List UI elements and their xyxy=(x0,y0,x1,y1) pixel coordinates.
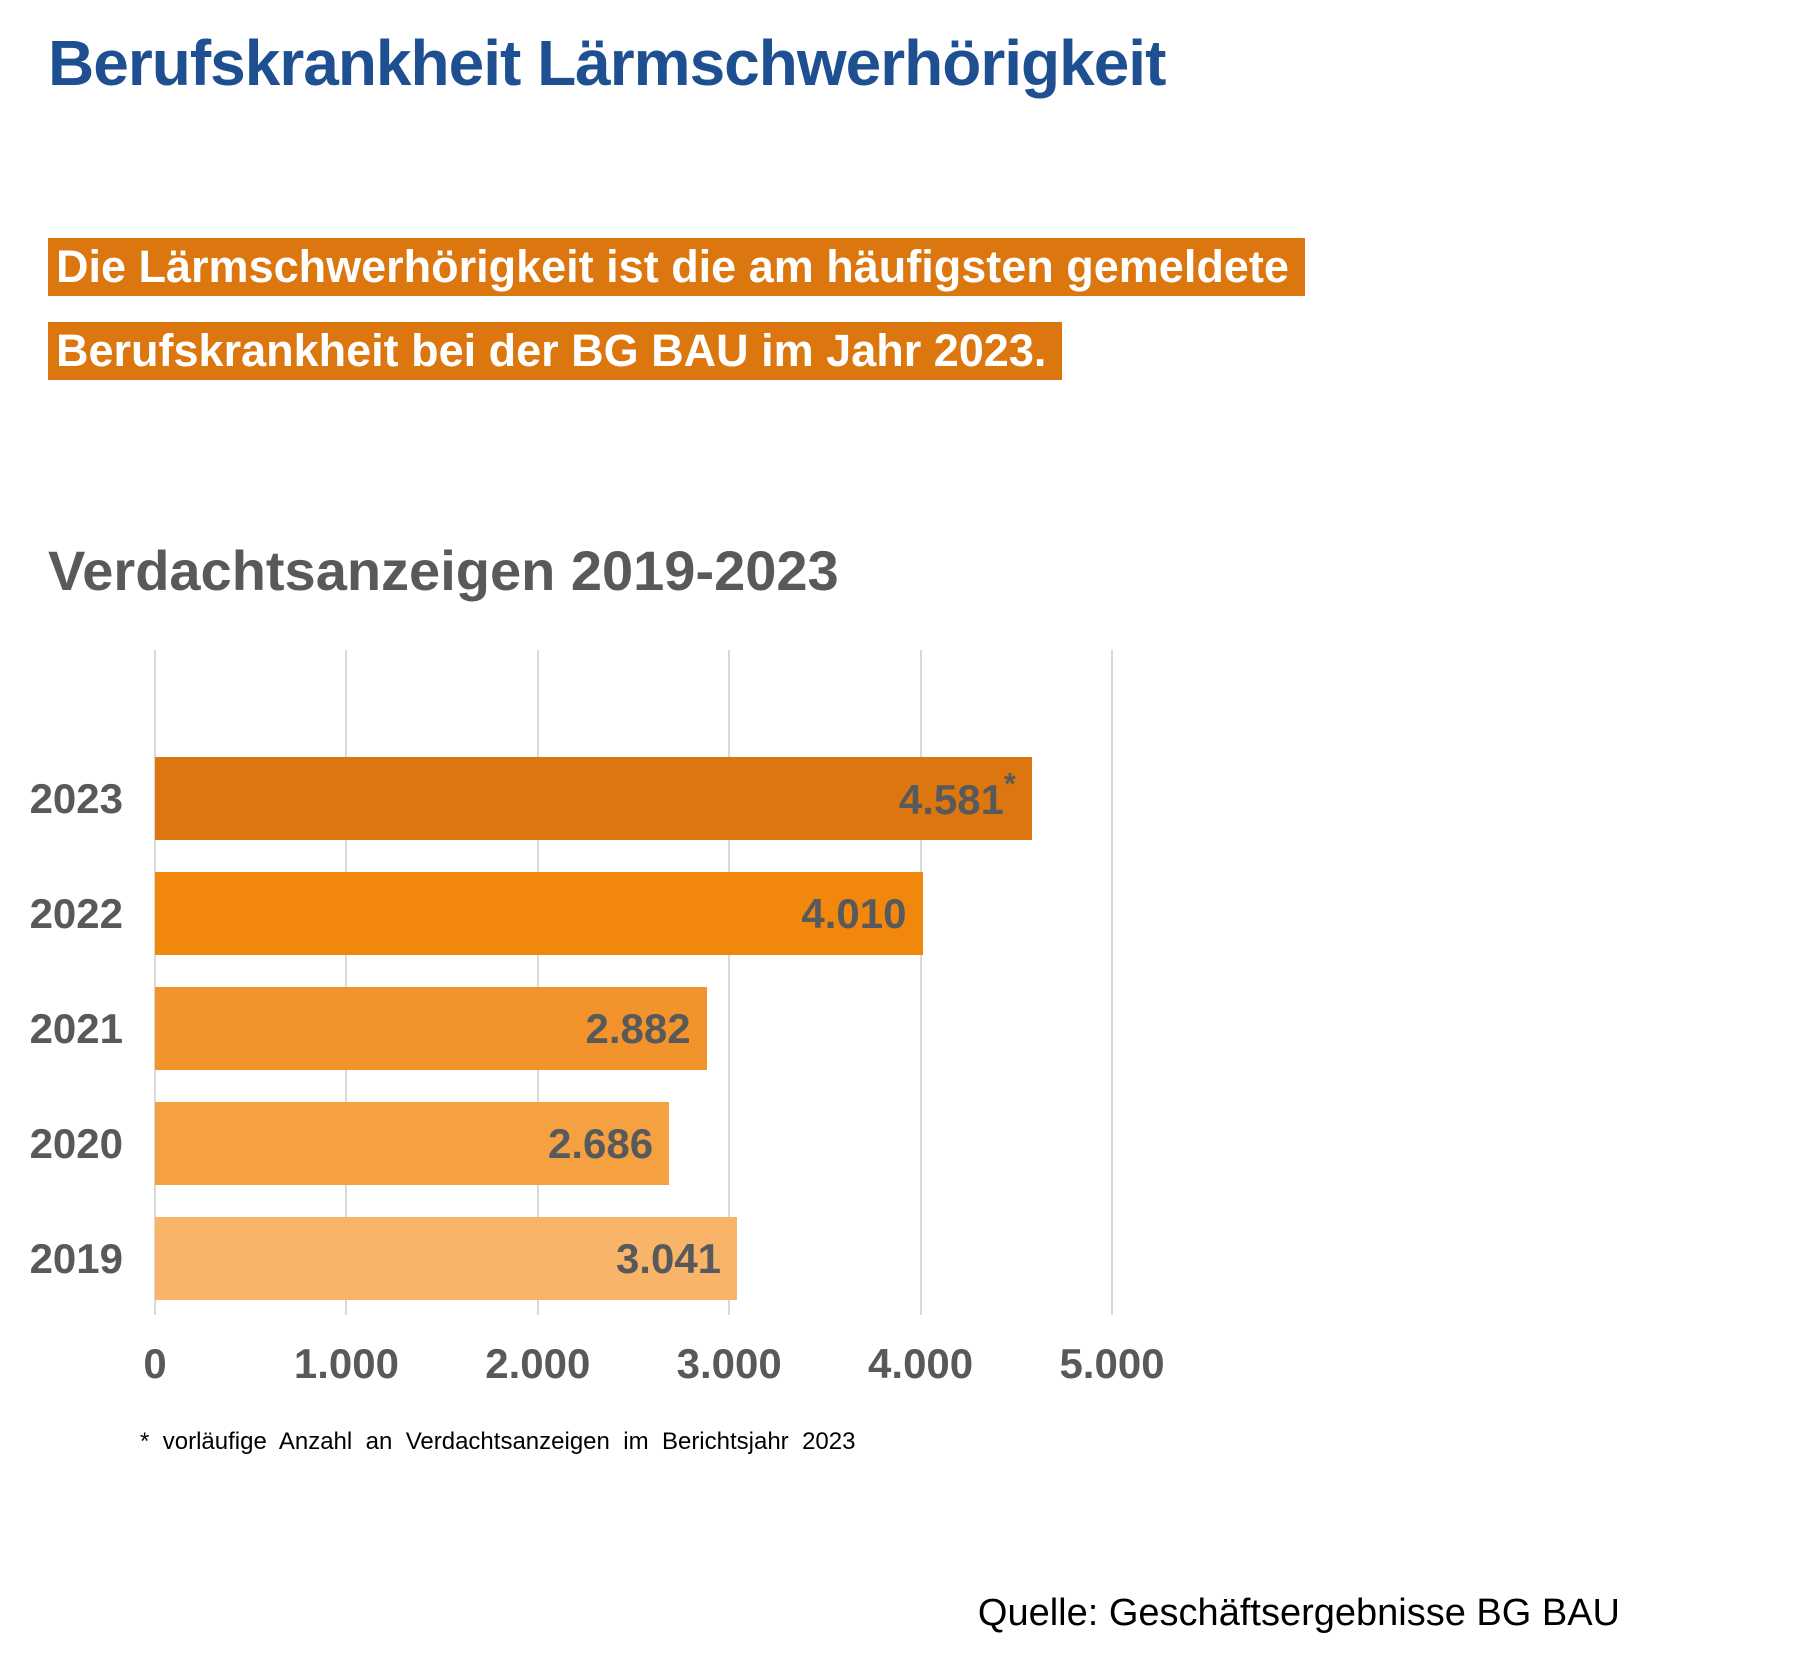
gridline-2 xyxy=(536,650,539,1315)
bar-chart: 0 1.000 2.000 3.000 4.000 5.000 2023 4.581* 2022… xyxy=(30,650,1165,1387)
asterisk-marker: * xyxy=(1004,768,1016,802)
intro-highlight-line-1: Die Lärmschwerhörigkeit ist die am häufi… xyxy=(48,238,1305,296)
year-label-2022: 2022 xyxy=(29,890,123,937)
year-label-2020: 2020 xyxy=(29,1120,123,1167)
gridline-1 xyxy=(345,650,348,1315)
gridline-5 xyxy=(1111,650,1113,1315)
intro-statement: Die Lärmschwerhörigkeit ist die am häufi… xyxy=(48,238,1305,406)
x-tick-label-3: 3.000 xyxy=(676,1340,782,1387)
year-label-2021: 2021 xyxy=(29,1005,123,1052)
source-caption: Quelle: Geschäftsergebnisse BG BAU xyxy=(977,1592,1620,1634)
bar-2019: 3.041 xyxy=(155,1217,738,1300)
gridline-0 xyxy=(154,650,156,1315)
bar-value-label-2020: 2.686 xyxy=(547,1119,654,1167)
page-title: Berufskrankheit Lärmschwerhörigkeit xyxy=(48,27,1166,99)
x-tick-label-1: 1.000 xyxy=(293,1340,399,1387)
bar-2020: 2.686 xyxy=(155,1102,670,1185)
bar-2021: 2.882 xyxy=(155,987,707,1070)
bar-value-label-2022: 4.010 xyxy=(801,889,907,937)
bar-2023: 4.581* xyxy=(155,757,1032,840)
gridline-3 xyxy=(728,650,731,1315)
bar-value-label-2019: 3.041 xyxy=(615,1234,722,1282)
intro-highlight-line-2: Berufskrankheit bei der BG BAU im Jahr 2… xyxy=(48,322,1063,380)
x-tick-label-5: 5.000 xyxy=(1059,1340,1165,1387)
year-label-2019: 2019 xyxy=(29,1235,123,1282)
chart-title: Verdachtsanzeigen 2019-2023 xyxy=(48,539,839,602)
bar-value-label-2021: 2.882 xyxy=(585,1004,691,1052)
gridline-4 xyxy=(919,650,922,1315)
x-tick-label-4: 4.000 xyxy=(868,1340,974,1387)
footnote: * vorläufige Anzahl an Verdachtsanzeigen… xyxy=(140,1428,856,1455)
x-tick-label-0: 0 xyxy=(143,1340,167,1387)
x-tick-label-2: 2.000 xyxy=(485,1340,591,1387)
bar-2022: 4.010 xyxy=(155,872,923,955)
year-label-2023: 2023 xyxy=(29,775,123,822)
bar-value-label-2023: 4.581* xyxy=(898,768,1016,823)
